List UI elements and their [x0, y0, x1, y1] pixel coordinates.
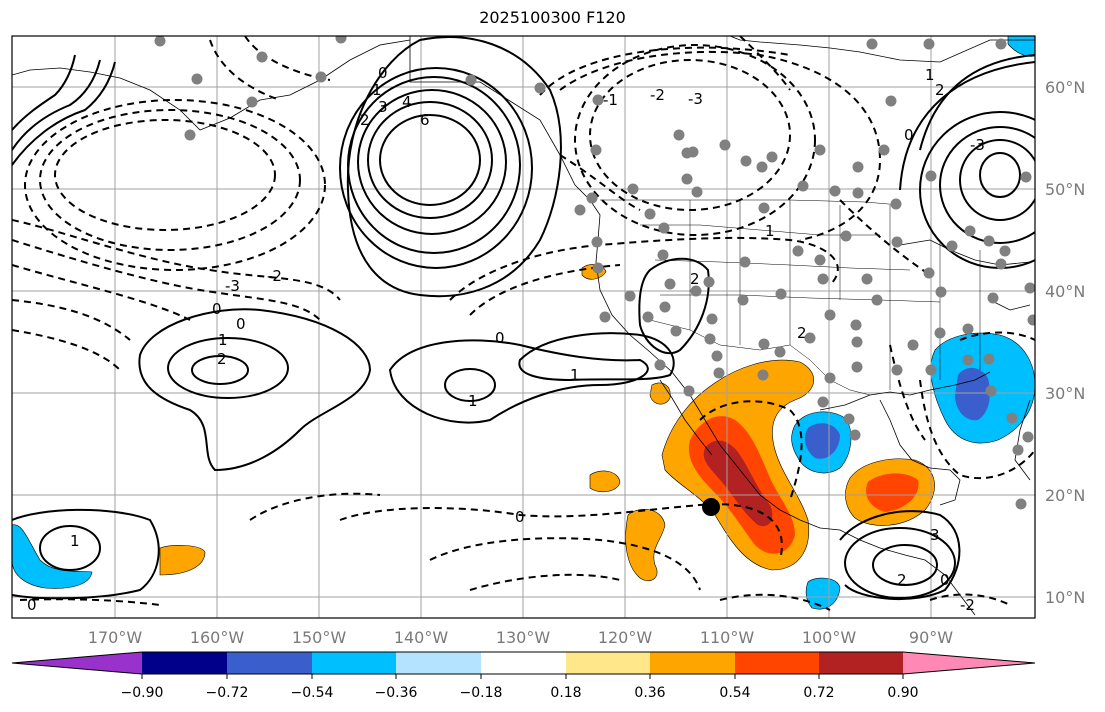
colorbar-tick-label: −0.36: [375, 685, 418, 701]
colorbar-tick-label: −0.90: [121, 685, 164, 701]
contour-label: 2: [360, 111, 370, 129]
contour-label: 2: [897, 571, 907, 589]
colorbar-tick-label: 0.72: [803, 685, 834, 701]
lat-label: 10°N: [1045, 588, 1085, 607]
contour-label: 0: [27, 596, 37, 614]
longitude-labels: 170°W 160°W 150°W 140°W 130°W 120°W 110°…: [88, 628, 953, 647]
contour-label: 2: [935, 81, 945, 99]
colorbar-segment: [227, 652, 312, 674]
contour-label: -3: [688, 90, 703, 108]
contour-label: 0: [212, 300, 222, 318]
positive-anomaly-small-1: [625, 508, 666, 582]
contour-label: -3: [225, 277, 240, 295]
positive-anomaly-small-3: [159, 545, 206, 576]
negative-anomaly-texas-inner: [804, 423, 840, 459]
negative-anomaly-south: [805, 577, 841, 610]
map-title: 2025100300 F120: [479, 8, 626, 27]
lon-label: 100°W: [802, 628, 857, 647]
lon-label: 120°W: [598, 628, 653, 647]
graticule: [12, 36, 1035, 618]
lat-label: 50°N: [1045, 180, 1085, 199]
highlight-marker: [702, 498, 720, 516]
colorbar-tick-label: 0.54: [719, 685, 750, 701]
contour-label: 6: [420, 111, 430, 129]
positive-anomaly-gulf-inner: [865, 473, 919, 512]
negative-anomaly-west: [12, 524, 93, 589]
colorbar-tick-label: −0.18: [460, 685, 503, 701]
contour-label: 2: [690, 270, 700, 288]
lon-label: 110°W: [700, 628, 755, 647]
colorbar-tick-label: 0.90: [887, 685, 918, 701]
contour-label: 1: [70, 532, 80, 550]
lat-label: 60°N: [1045, 78, 1085, 97]
contour-label: 0: [904, 126, 914, 144]
contour-label: -2: [650, 86, 665, 104]
colorbar-segment: [481, 652, 566, 674]
shaded-anomalies: [12, 36, 1035, 610]
colorbar-segment: [819, 652, 903, 674]
lat-label: 20°N: [1045, 486, 1085, 505]
lat-label: 40°N: [1045, 282, 1085, 301]
positive-anomaly-small-2: [589, 470, 621, 493]
colorbar-tick-label: −0.72: [206, 685, 249, 701]
negative-anomaly-southeast-inner: [955, 367, 990, 421]
contour-label: -1: [603, 91, 618, 109]
colorbar-segment: [396, 652, 481, 674]
colorbar-segment: [12, 652, 142, 674]
map-panel: 6 4 3 2 1 0 -1 -2 -3 1 0 2 1 0 1 2 3 0 1…: [12, 36, 1035, 618]
contour-label: 1: [372, 81, 382, 99]
contours-negative: [12, 36, 1035, 611]
contour-label: 3: [930, 526, 940, 544]
contour-label: 0: [495, 329, 505, 347]
lon-label: 130°W: [496, 628, 551, 647]
colorbar-tick-label: −0.54: [291, 685, 334, 701]
contour-label: 3: [378, 98, 388, 116]
contour-labels: 6 4 3 2 1 0 -1 -2 -3 1 0 2 1 0 1 2 3 0 1…: [27, 64, 985, 614]
station-markers: [154, 36, 1035, 510]
positive-anomaly-small-5: [649, 382, 671, 405]
colorbar-segment: [735, 652, 819, 674]
lat-label: 30°N: [1045, 384, 1085, 403]
contour-label: 1: [765, 222, 775, 240]
colorbar-tick-label: 0.18: [550, 685, 581, 701]
contour-label: 0: [940, 571, 950, 589]
colorbar-segments: [12, 652, 1035, 674]
contour-label: 0: [378, 64, 388, 82]
lon-label: 140°W: [394, 628, 449, 647]
colorbar-segment: [142, 652, 227, 674]
contour-label: 0: [236, 315, 246, 333]
contour-label: -3: [970, 136, 985, 154]
colorbar: −0.90 −0.72 −0.54 −0.36 −0.18 0.18 0.36 …: [11, 651, 1036, 701]
lon-label: 150°W: [292, 628, 347, 647]
contour-label: 0: [515, 508, 525, 526]
contour-label: 1: [468, 392, 478, 410]
contour-label: -2: [267, 267, 282, 285]
colorbar-segment: [566, 652, 650, 674]
contour-label: 2: [217, 350, 227, 368]
contour-label: 1: [925, 66, 935, 84]
lon-label: 160°W: [190, 628, 245, 647]
colorbar-tick-label: 0.36: [634, 685, 665, 701]
positive-anomaly-mexico-core: [703, 440, 773, 527]
contour-label: 1: [218, 331, 228, 349]
contour-label: 4: [402, 93, 412, 111]
colorbar-segment: [312, 652, 396, 674]
map-frame: [11, 35, 1036, 619]
colorbar-segment: [650, 652, 735, 674]
contour-label: 1: [570, 366, 580, 384]
latitude-labels: 60°N 50°N 40°N 30°N 20°N 10°N: [1045, 78, 1085, 607]
lon-label: 90°W: [909, 628, 953, 647]
lon-label: 170°W: [88, 628, 143, 647]
colorbar-segment: [903, 652, 1035, 674]
contour-label: 2: [797, 324, 807, 342]
contour-label: -2: [960, 596, 975, 614]
